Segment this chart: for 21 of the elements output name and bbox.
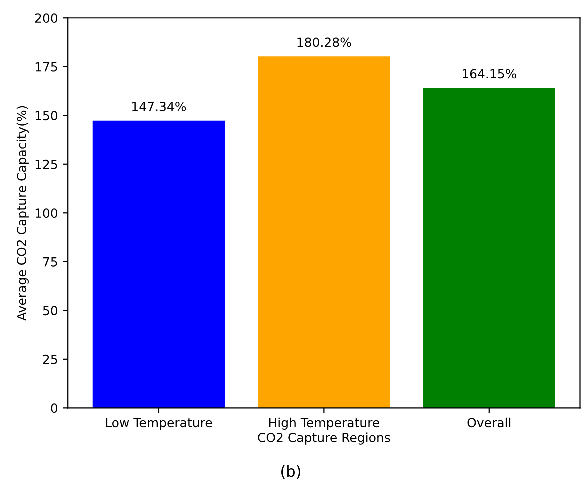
- y-tick-label: 100: [36, 208, 58, 218]
- x-tick-label: Overall: [468, 418, 511, 428]
- bar: [258, 56, 390, 408]
- y-tick-label: 0: [51, 404, 58, 414]
- data-label: 180.28%: [298, 38, 352, 48]
- x-tick-label: Low Temperature: [106, 418, 212, 430]
- y-axis-title: Average CO2 Capture Capacity(%): [16, 106, 29, 321]
- y-tick-label: 175: [36, 62, 58, 72]
- x-axis-title: CO2 Capture Regions: [258, 432, 390, 445]
- text: (b): [282, 465, 300, 480]
- bar: [423, 88, 556, 408]
- y-tick-label: 200: [35, 14, 58, 24]
- y-tick-label: 150: [36, 111, 58, 121]
- bar: [92, 120, 226, 408]
- x-tick-label: High Temperature: [269, 418, 380, 430]
- y-tick-label: 25: [43, 354, 58, 364]
- y-tick-label: 75: [43, 258, 58, 267]
- y-tick-label: 125: [36, 160, 58, 170]
- data-label: 147.34%: [132, 102, 186, 112]
- y-tick-label: 50: [43, 306, 58, 316]
- data-label: 164.15%: [462, 69, 517, 79]
